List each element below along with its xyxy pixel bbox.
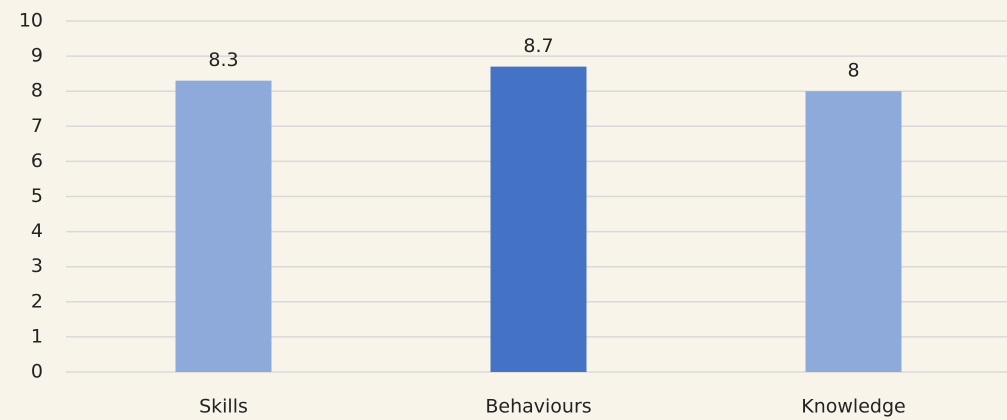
bar [175, 80, 272, 373]
y-tick-label: 8 [31, 80, 43, 102]
y-tick-label: 3 [31, 255, 43, 277]
bar [490, 66, 587, 372]
y-tick-label: 4 [31, 220, 43, 242]
y-tick-label: 6 [31, 150, 43, 172]
y-tick-label: 10 [19, 10, 43, 32]
y-tick-label: 2 [31, 290, 43, 312]
x-tick-label: Knowledge [801, 396, 905, 418]
y-tick-label: 7 [31, 115, 43, 137]
y-tick-label: 1 [31, 325, 43, 347]
value-label: 8 [847, 60, 859, 82]
y-tick-label: 9 [31, 45, 43, 67]
y-tick-label: 5 [31, 185, 43, 207]
bar [805, 91, 902, 372]
value-label: 8.3 [208, 49, 238, 71]
x-tick-label: Behaviours [485, 396, 591, 418]
value-label: 8.7 [523, 35, 553, 57]
y-tick-label: 0 [31, 361, 43, 383]
x-tick-label: Skills [199, 396, 248, 418]
